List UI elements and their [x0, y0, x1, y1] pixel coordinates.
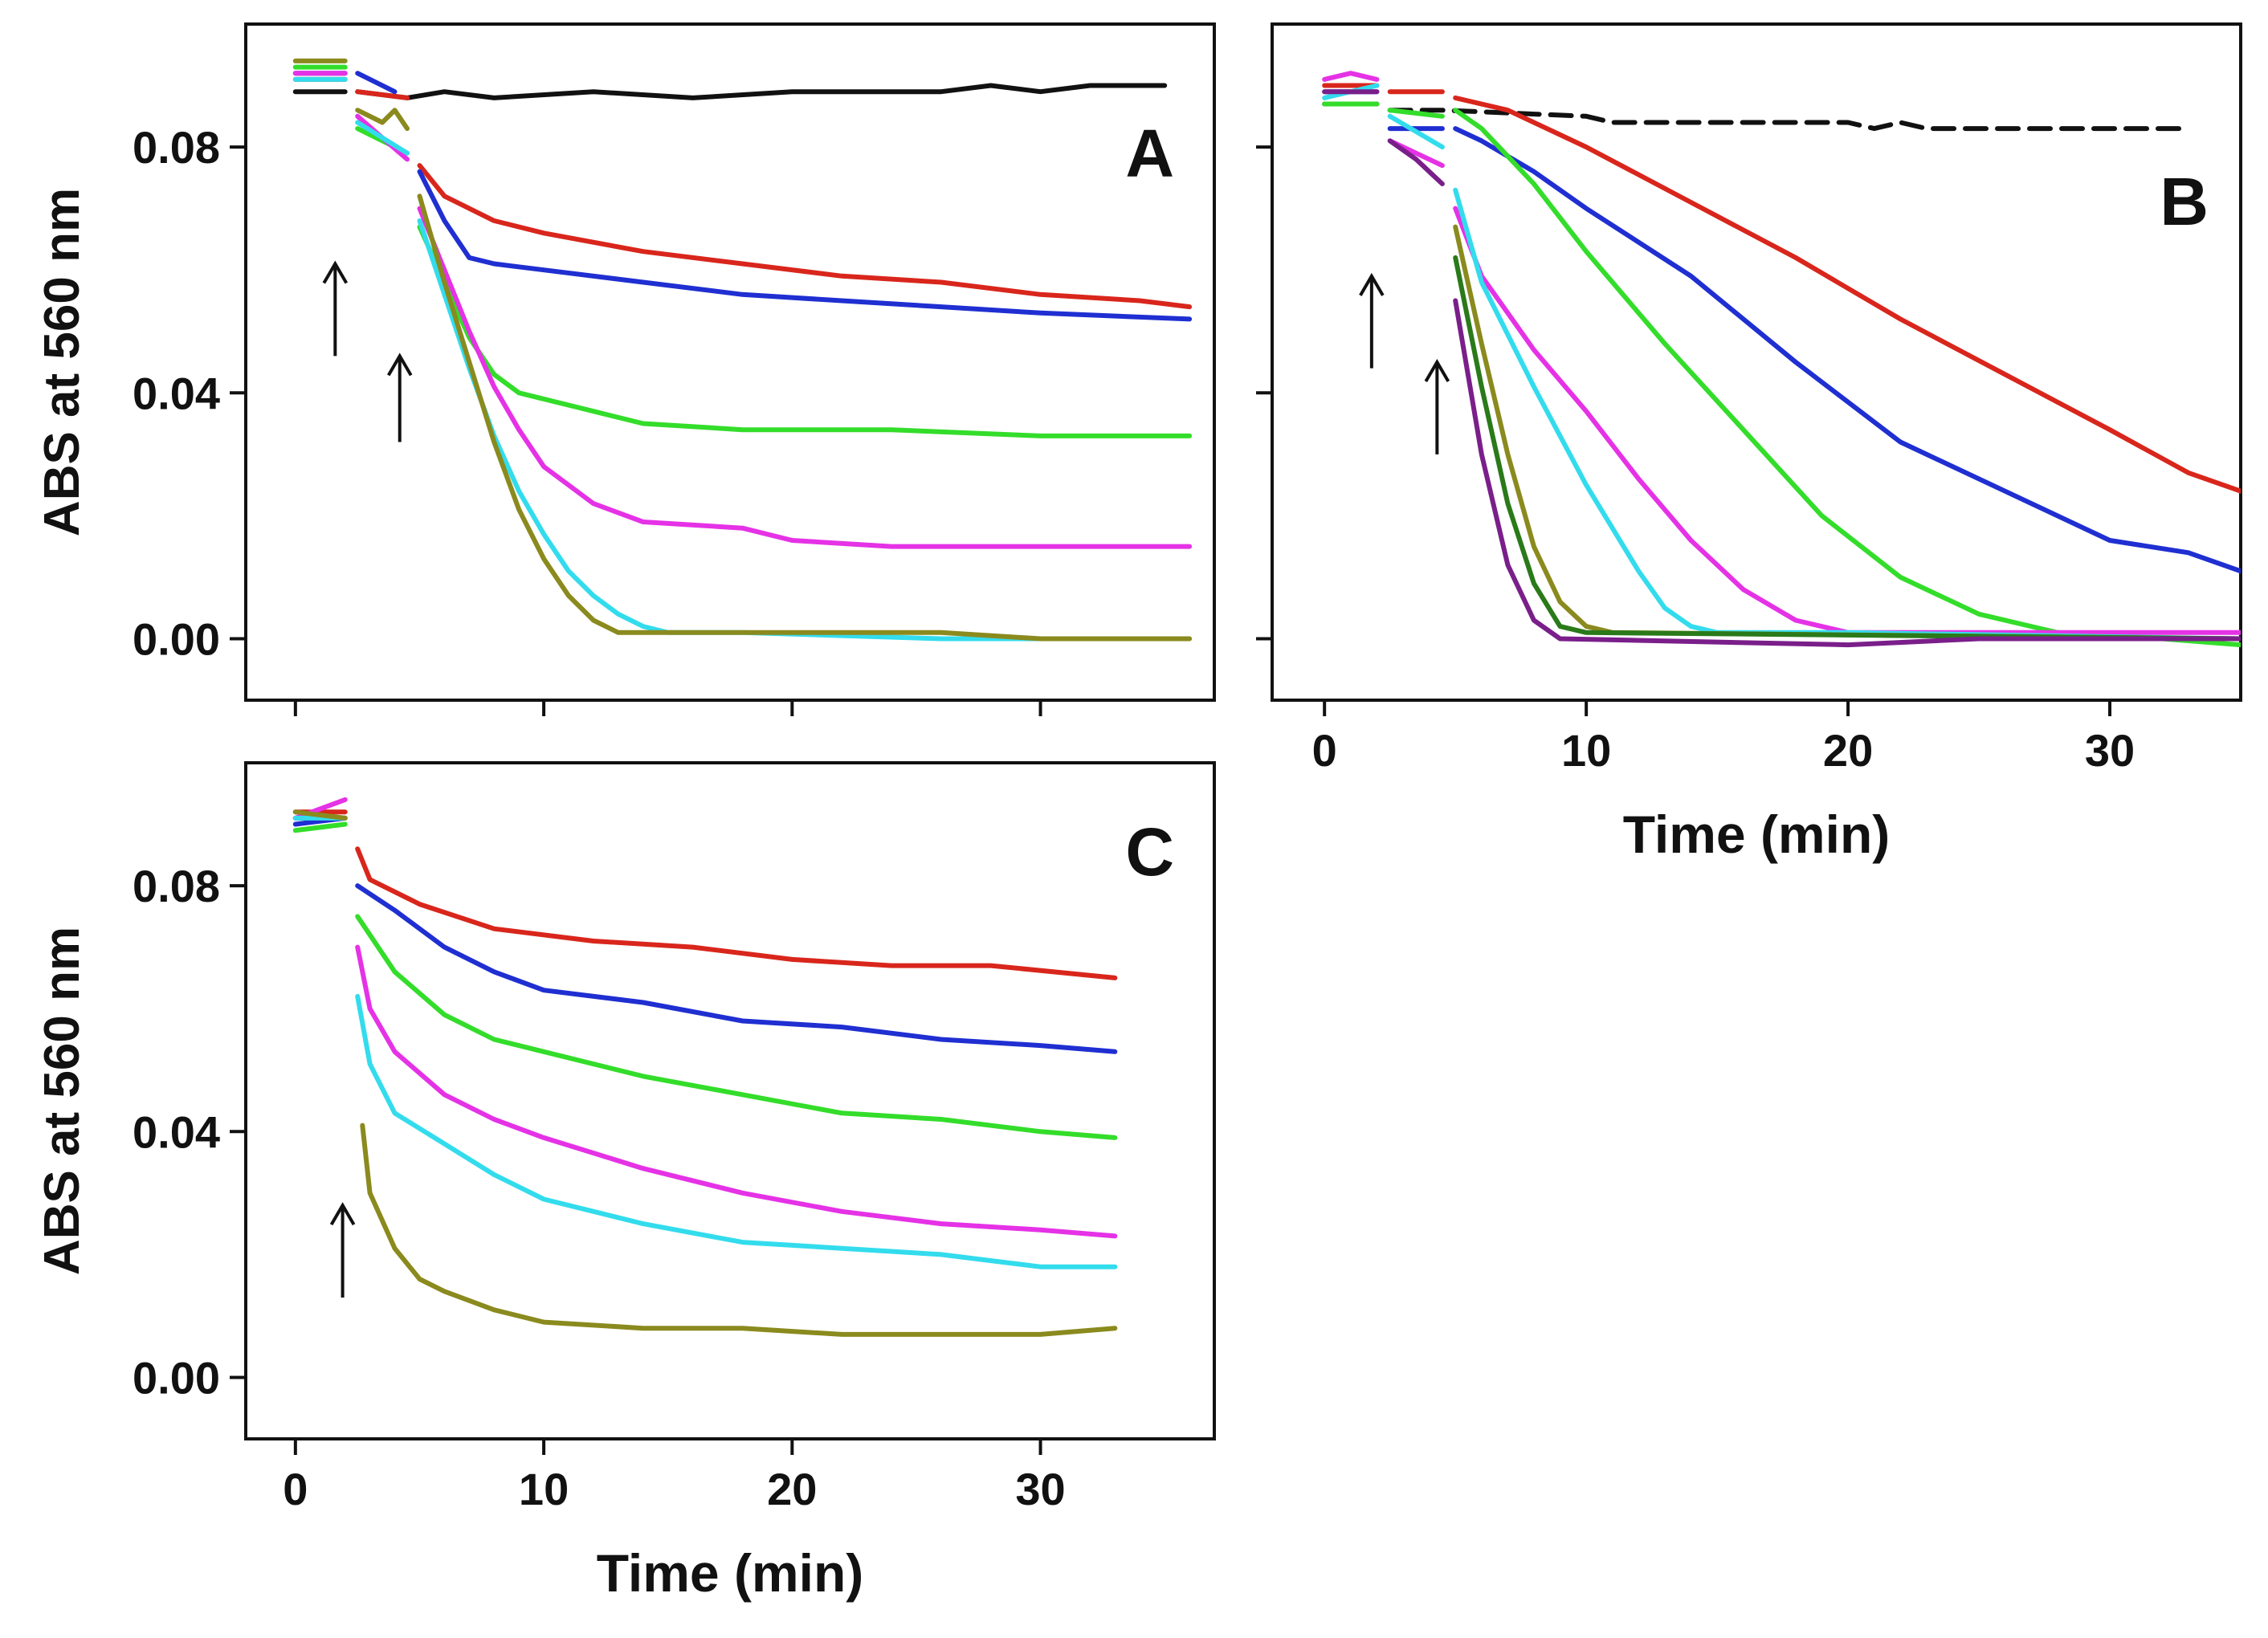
arrow-annotation	[1424, 359, 1450, 454]
arrow-annotation	[329, 1202, 356, 1298]
x-tick-label: 30	[1015, 1464, 1065, 1514]
series-line-olive	[355, 108, 410, 132]
series-line-magenta	[355, 944, 1118, 1239]
series-line-purple	[1453, 298, 2241, 648]
panel-label: B	[2160, 164, 2209, 239]
series-line-red	[417, 163, 1193, 310]
y-tick-label: 0.08	[133, 861, 220, 911]
series-line-olive	[417, 194, 1193, 642]
arrow-annotation	[386, 352, 413, 442]
series-line-green	[355, 914, 1118, 1140]
series-line-green	[417, 224, 1193, 438]
series-line-blue	[355, 883, 1118, 1054]
arrow-annotation	[322, 260, 349, 357]
y-tick-label: 0.00	[133, 613, 220, 664]
arrow-annotation	[1359, 272, 1385, 369]
x-tick-label: 0	[1312, 725, 1337, 776]
series-line-black	[1387, 108, 2191, 132]
series-line-red	[355, 89, 410, 100]
x-tick-label: 20	[767, 1464, 817, 1514]
x-tick-label: 10	[519, 1464, 569, 1514]
series-line-green	[1453, 108, 2241, 648]
series-line-olive	[292, 809, 348, 821]
series-line-blue	[355, 71, 398, 95]
panel-c: 0 10 20 30 0.00 0.04 0.08 C ABS at 560 nm Time (m…	[35, 761, 1216, 1603]
series-line-magenta	[1453, 206, 2241, 635]
plot-frame	[1271, 22, 2242, 702]
panel-label: A	[1125, 116, 1174, 191]
panel-b: 0 10 20 30 B Time (min)	[1256, 22, 2242, 864]
series-line-red	[1453, 95, 2241, 494]
series-group	[292, 797, 1118, 1337]
series-group	[1322, 71, 2241, 648]
plot-frame	[244, 761, 1216, 1440]
series-group	[292, 58, 1193, 642]
series-line-blue	[1453, 126, 2241, 574]
y-axis-label: ABS at 560 nm	[35, 188, 90, 536]
series-line-green	[1387, 108, 1445, 119]
x-axis-label: Time (min)	[597, 1543, 863, 1603]
y-tick-label: 0.08	[133, 122, 220, 173]
series-line-cyan	[355, 120, 410, 156]
y-tick-label: 0.00	[133, 1352, 220, 1403]
series-line-blue	[417, 169, 1193, 322]
panel-label: C	[1125, 814, 1174, 890]
series-line-black	[355, 83, 1168, 100]
x-tick-label: 30	[2085, 725, 2135, 776]
x-tick-label: 20	[1823, 725, 1873, 776]
series-line-cyan	[1387, 113, 1445, 150]
series-line-purple	[1387, 138, 1445, 186]
x-tick-label: 0	[283, 1464, 308, 1514]
x-tick-label: 10	[1561, 725, 1611, 776]
y-tick-label: 0.04	[133, 368, 220, 418]
panel-a: 0.00 0.04 0.08 A ABS at 560 nm	[35, 22, 1216, 716]
series-line-darkgreen	[1453, 255, 2241, 642]
series-line-magenta	[417, 206, 1193, 549]
x-axis-label: Time (min)	[1623, 805, 1890, 864]
y-axis-label: ABS at 560 nm	[35, 927, 90, 1275]
plot-frame	[244, 22, 1216, 702]
series-line-magenta	[1322, 71, 1380, 82]
series-line-cyan	[1453, 187, 2241, 642]
y-tick-label: 0.04	[133, 1106, 220, 1157]
series-line-cyan	[355, 993, 1118, 1269]
series-line-green	[292, 821, 348, 833]
series-line-red	[355, 846, 1118, 980]
series-line-olive	[360, 1123, 1118, 1337]
